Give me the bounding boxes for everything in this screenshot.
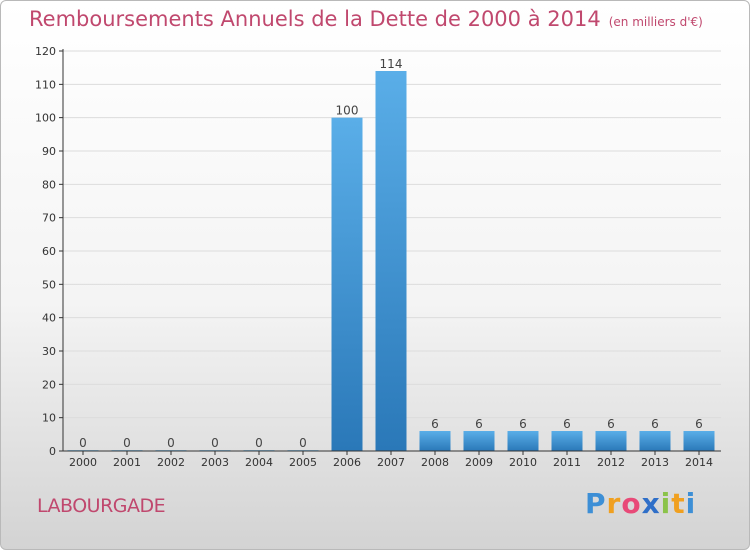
x-tick-label: 2010 — [509, 456, 537, 469]
bar-value-label: 0 — [299, 436, 307, 450]
x-tick-label: 2005 — [289, 456, 317, 469]
bar — [463, 431, 495, 451]
bar-value-label: 100 — [336, 104, 359, 118]
bar-value-label: 6 — [651, 417, 659, 431]
logo-letter: r — [606, 487, 622, 520]
logo-letter: x — [641, 487, 661, 520]
chart-title-main: Remboursements Annuels de la Dette de 20… — [29, 7, 601, 31]
y-tick-label: 100 — [35, 112, 56, 125]
bar — [551, 431, 583, 451]
bar — [639, 431, 671, 451]
bar-value-label: 0 — [123, 436, 131, 450]
y-tick-label: 40 — [42, 312, 56, 325]
bar — [595, 431, 627, 451]
x-tick-label: 2001 — [113, 456, 141, 469]
y-tick-label: 120 — [35, 45, 56, 58]
x-tick-label: 2012 — [597, 456, 625, 469]
logo-letter: P — [585, 487, 607, 520]
y-axis-ticks: 0 10 20 30 40 50 60 70 80 90 100 110 120 — [35, 45, 63, 458]
y-tick-label: 80 — [42, 178, 56, 191]
bar-value-label: 6 — [475, 417, 483, 431]
x-tick-label: 2007 — [377, 456, 405, 469]
chart-title: Remboursements Annuels de la Dette de 20… — [29, 7, 703, 31]
y-tick-label: 50 — [42, 278, 56, 291]
chart-title-unit: (en milliers d'€) — [608, 15, 703, 29]
bars — [67, 71, 715, 452]
bar — [331, 117, 363, 452]
bar-value-label: 6 — [519, 417, 527, 431]
bar-value-label: 0 — [79, 436, 87, 450]
logo-letter: i — [660, 487, 672, 520]
x-tick-label: 2014 — [685, 456, 713, 469]
bar-value-label: 0 — [255, 436, 263, 450]
logo-letter: t — [671, 487, 686, 520]
bar-value-label: 6 — [563, 417, 571, 431]
bar-value-label: 6 — [695, 417, 703, 431]
bar — [419, 431, 451, 451]
x-tick-label: 2002 — [157, 456, 185, 469]
bar-value-label: 0 — [211, 436, 219, 450]
x-tick-label: 2011 — [553, 456, 581, 469]
y-tick-label: 70 — [42, 212, 56, 225]
x-tick-label: 2003 — [201, 456, 229, 469]
bar-value-label: 0 — [167, 436, 175, 450]
x-tick-label: 2006 — [333, 456, 361, 469]
y-tick-label: 30 — [42, 345, 56, 358]
x-tick-label: 2013 — [641, 456, 669, 469]
bar-value-label: 6 — [431, 417, 439, 431]
y-tick-label: 110 — [35, 78, 56, 91]
x-tick-label: 2009 — [465, 456, 493, 469]
y-tick-label: 0 — [49, 445, 56, 458]
proxiti-logo: Proxiti — [585, 487, 696, 520]
y-tick-label: 10 — [42, 412, 56, 425]
bar — [375, 71, 407, 451]
commune-name: LABOURGADE — [37, 495, 166, 517]
bar-value-label: 6 — [607, 417, 615, 431]
x-tick-label: 2004 — [245, 456, 273, 469]
y-tick-label: 60 — [42, 245, 56, 258]
y-tick-label: 20 — [42, 378, 56, 391]
value-labels: 0 0 0 0 0 0 100 114 6 6 6 6 6 6 6 — [79, 57, 703, 450]
x-axis-ticks: 2000 2001 2002 2003 2004 2005 2006 2007 2008 2009… — [69, 451, 713, 469]
y-tick-label: 90 — [42, 145, 56, 158]
x-tick-label: 2000 — [69, 456, 97, 469]
logo-letter: o — [621, 487, 642, 520]
logo-letter: i — [685, 487, 697, 520]
x-tick-label: 2008 — [421, 456, 449, 469]
bar — [507, 431, 539, 451]
bar — [683, 431, 715, 451]
bar-value-label: 114 — [380, 57, 403, 71]
